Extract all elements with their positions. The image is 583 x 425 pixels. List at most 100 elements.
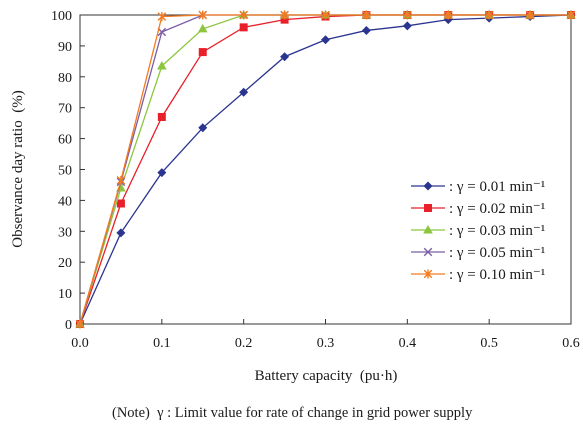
- legend-marker: [423, 247, 433, 257]
- legend-label: : γ = 0.02 min⁻¹: [449, 201, 545, 217]
- data-point: [280, 10, 289, 20]
- star-marker-shape: [362, 10, 371, 20]
- x-marker-shape: [423, 247, 433, 257]
- y-tick-label: 100: [51, 9, 72, 24]
- data-point: [198, 10, 208, 20]
- data-point: [116, 199, 125, 208]
- data-point: [525, 10, 535, 20]
- diamond-marker-shape: [423, 181, 433, 191]
- data-point: [157, 27, 167, 37]
- star-marker-shape: [75, 319, 85, 329]
- data-point: [197, 23, 208, 33]
- x-tick-label: 0.2: [235, 336, 253, 351]
- x-tick-label: 0.4: [399, 336, 417, 351]
- legend-marker: [423, 181, 433, 191]
- y-tick-label: 0: [65, 318, 72, 333]
- x-tick-label: 0.1: [153, 336, 171, 351]
- y-tick-label: 50: [58, 164, 72, 179]
- star-marker-shape: [321, 10, 330, 20]
- y-tick-label: 30: [58, 225, 72, 240]
- data-point: [157, 168, 167, 178]
- star-marker-shape: [157, 12, 167, 22]
- y-axis-label: Observance day ratio (%): [10, 90, 26, 247]
- data-point: [321, 35, 330, 45]
- square-marker-shape: [280, 15, 289, 24]
- data-point: [321, 10, 330, 20]
- diamond-marker-shape: [402, 21, 412, 31]
- triangle-marker-shape: [157, 60, 167, 70]
- diamond-marker-shape: [157, 168, 167, 178]
- y-tick-label: 10: [58, 287, 72, 302]
- diamond-marker-shape: [280, 52, 290, 62]
- square-marker-shape: [116, 199, 125, 208]
- star-marker-shape: [280, 10, 289, 20]
- x-tick-label: 0.0: [71, 336, 89, 351]
- data-point: [198, 48, 207, 57]
- star-marker-shape: [525, 10, 535, 20]
- data-point: [443, 10, 453, 20]
- y-tick-label: 60: [58, 133, 72, 148]
- star-marker-shape: [198, 10, 208, 20]
- data-point: [75, 319, 85, 329]
- data-point: [157, 60, 167, 70]
- star-marker-shape: [566, 10, 576, 20]
- x-tick-label: 0.5: [480, 336, 498, 351]
- legend-item-5: : γ = 0.10 min⁻¹: [411, 267, 545, 283]
- y-tick-label: 70: [58, 102, 72, 117]
- data-point: [116, 228, 126, 238]
- legend-item-2: : γ = 0.02 min⁻¹: [411, 201, 545, 217]
- triangle-marker-shape: [423, 225, 433, 234]
- data-point: [280, 52, 290, 62]
- diamond-marker-shape: [116, 228, 126, 238]
- chart-note: (Note) γ : Limit value for rate of chang…: [112, 405, 473, 421]
- data-point: [157, 12, 167, 22]
- x-marker-shape: [157, 27, 167, 37]
- legend-item-4: : γ = 0.05 min⁻¹: [411, 245, 545, 261]
- star-marker-shape: [423, 269, 433, 279]
- y-tick-label: 90: [58, 40, 72, 55]
- data-point: [239, 10, 248, 20]
- series-group: [75, 10, 576, 329]
- data-point: [362, 10, 371, 20]
- y-tick-label: 80: [58, 71, 72, 86]
- square-marker-shape: [239, 23, 248, 32]
- data-point: [484, 10, 494, 20]
- star-marker-shape: [484, 10, 494, 20]
- data-point: [239, 23, 248, 32]
- square-marker-shape: [424, 204, 432, 212]
- x-tick-label: 0.6: [562, 336, 580, 351]
- y-axis-ticks: 0 10 20 30 40 50 60 70 80 90 100: [51, 9, 85, 333]
- data-point: [566, 10, 576, 20]
- x-axis-label: Battery capacity (pu·h): [255, 368, 398, 384]
- data-point: [239, 87, 249, 97]
- data-point: [402, 21, 412, 31]
- legend-item-1: : γ = 0.01 min⁻¹: [411, 179, 545, 195]
- legend: : γ = 0.01 min⁻¹ : γ = 0.02 min⁻¹ : γ = 0.…: [411, 179, 545, 283]
- legend-marker: [423, 269, 433, 279]
- legend-label: : γ = 0.03 min⁻¹: [449, 223, 545, 239]
- series-5: [75, 10, 576, 329]
- data-point: [361, 25, 371, 35]
- star-marker-shape: [116, 175, 126, 185]
- triangle-marker-shape: [197, 23, 208, 33]
- star-marker-shape: [239, 10, 248, 20]
- legend-marker: [424, 204, 432, 212]
- data-point: [116, 175, 126, 185]
- legend-item-3: : γ = 0.03 min⁻¹: [411, 223, 545, 239]
- star-marker-shape: [403, 10, 412, 20]
- x-axis-ticks: 0.0 0.1 0.2 0.3 0.4 0.5 0.6: [71, 319, 580, 351]
- data-point: [280, 15, 289, 24]
- y-tick-label: 40: [58, 194, 72, 209]
- legend-label: : γ = 0.05 min⁻¹: [449, 245, 545, 261]
- star-marker-shape: [443, 10, 453, 20]
- x-tick-label: 0.3: [317, 336, 335, 351]
- square-marker-shape: [198, 48, 207, 57]
- square-marker-shape: [157, 112, 166, 121]
- diamond-marker-shape: [198, 123, 208, 133]
- data-point: [403, 10, 412, 20]
- diamond-marker-shape: [239, 87, 249, 97]
- legend-marker: [423, 225, 433, 234]
- y-tick-label: 20: [58, 256, 72, 271]
- diamond-marker-shape: [321, 35, 330, 45]
- legend-label: : γ = 0.10 min⁻¹: [449, 267, 545, 283]
